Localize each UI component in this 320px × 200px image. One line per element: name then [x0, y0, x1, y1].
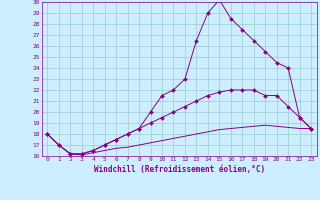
- X-axis label: Windchill (Refroidissement éolien,°C): Windchill (Refroidissement éolien,°C): [94, 165, 265, 174]
